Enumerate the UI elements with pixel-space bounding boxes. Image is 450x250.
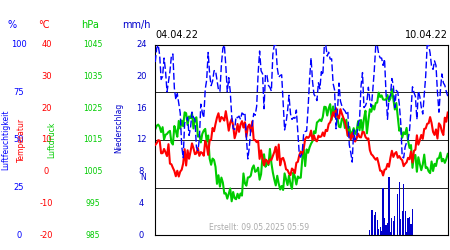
Bar bbox=[372, 210, 374, 235]
Text: 1035: 1035 bbox=[83, 72, 103, 81]
Bar bbox=[382, 188, 384, 235]
Text: 100: 100 bbox=[11, 40, 27, 50]
Text: 0: 0 bbox=[44, 167, 49, 176]
Bar bbox=[374, 215, 375, 235]
Bar bbox=[410, 224, 412, 235]
Text: °C: °C bbox=[38, 20, 49, 30]
Text: Temperatur: Temperatur bbox=[17, 118, 26, 162]
Bar bbox=[406, 232, 407, 235]
Bar bbox=[371, 210, 372, 235]
Bar bbox=[401, 212, 403, 235]
Text: 1015: 1015 bbox=[84, 136, 103, 144]
Bar bbox=[388, 177, 390, 235]
Bar bbox=[408, 218, 409, 235]
Text: 12: 12 bbox=[136, 136, 147, 144]
Text: 1005: 1005 bbox=[83, 167, 103, 176]
Text: 25: 25 bbox=[14, 183, 24, 192]
Text: N: N bbox=[140, 173, 146, 182]
Bar bbox=[405, 211, 406, 235]
Text: 0: 0 bbox=[16, 230, 21, 239]
Text: 30: 30 bbox=[41, 72, 52, 81]
Bar bbox=[375, 212, 376, 235]
Bar bbox=[377, 220, 378, 235]
Text: 24: 24 bbox=[136, 40, 147, 50]
Bar bbox=[412, 208, 413, 235]
Text: 10.04.22: 10.04.22 bbox=[405, 30, 448, 40]
Bar bbox=[394, 216, 396, 235]
Bar bbox=[387, 223, 388, 235]
Bar bbox=[386, 225, 387, 235]
Text: 50: 50 bbox=[14, 136, 24, 144]
Text: 995: 995 bbox=[86, 199, 100, 208]
Text: 16: 16 bbox=[136, 104, 147, 113]
Bar bbox=[403, 184, 404, 235]
Text: %: % bbox=[8, 20, 17, 30]
Text: 0: 0 bbox=[139, 230, 144, 239]
Bar bbox=[400, 218, 401, 235]
Bar bbox=[381, 231, 382, 235]
Text: 04.04.22: 04.04.22 bbox=[155, 30, 198, 40]
Bar bbox=[379, 226, 381, 235]
Bar bbox=[393, 221, 394, 235]
Text: 20: 20 bbox=[41, 104, 52, 113]
Text: 20: 20 bbox=[136, 72, 147, 81]
Bar bbox=[390, 232, 391, 235]
Text: 75: 75 bbox=[14, 88, 24, 97]
Bar bbox=[384, 218, 385, 235]
Bar bbox=[399, 182, 400, 235]
Text: 10: 10 bbox=[41, 136, 52, 144]
Text: Luftdruck: Luftdruck bbox=[47, 122, 56, 158]
Text: 1045: 1045 bbox=[83, 40, 103, 50]
Text: 985: 985 bbox=[86, 230, 100, 239]
Text: -10: -10 bbox=[40, 199, 53, 208]
Bar bbox=[409, 216, 410, 235]
Text: 40: 40 bbox=[41, 40, 52, 50]
Text: Luftfeuchtigkeit: Luftfeuchtigkeit bbox=[1, 110, 10, 170]
Text: 8: 8 bbox=[139, 167, 144, 176]
Text: Niederschlag: Niederschlag bbox=[115, 102, 124, 152]
Text: 1025: 1025 bbox=[84, 104, 103, 113]
Text: 4: 4 bbox=[139, 199, 144, 208]
Bar bbox=[369, 230, 370, 235]
Text: hPa: hPa bbox=[81, 20, 99, 30]
Text: Erstellt: 09.05.2025 05:59: Erstellt: 09.05.2025 05:59 bbox=[209, 224, 310, 232]
Bar bbox=[397, 194, 398, 235]
Text: -20: -20 bbox=[40, 230, 53, 239]
Bar bbox=[378, 229, 379, 235]
Text: mm/h: mm/h bbox=[122, 20, 151, 30]
